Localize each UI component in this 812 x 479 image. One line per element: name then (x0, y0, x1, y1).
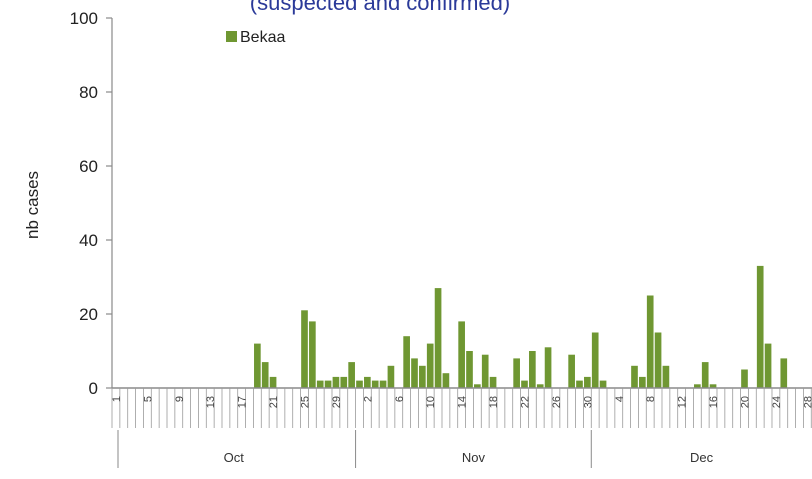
date-tick-label: 26 (551, 396, 563, 408)
bar (332, 376, 340, 388)
date-tick-label: 30 (582, 396, 594, 408)
bar (324, 380, 332, 388)
bar (780, 358, 788, 388)
date-tick-label: 24 (771, 396, 783, 408)
bar (442, 373, 450, 388)
bar (662, 365, 670, 388)
bar (261, 362, 269, 388)
chart-title: (suspected and confirmed) (250, 0, 510, 15)
bar (426, 343, 434, 388)
date-tick-label: 2 (362, 396, 374, 402)
date-tick-label: 21 (268, 396, 280, 408)
bar (576, 380, 583, 388)
date-tick-label: 18 (488, 396, 500, 408)
date-tick-label: 28 (802, 396, 812, 408)
date-tick-label: 4 (614, 396, 626, 402)
bar (474, 384, 481, 388)
legend: Bekaa (226, 29, 285, 46)
bar (371, 380, 379, 388)
bar (764, 343, 772, 388)
bar (419, 365, 426, 388)
bar (709, 384, 717, 388)
bar (591, 332, 599, 388)
month-label: Nov (462, 450, 486, 465)
bar (434, 288, 442, 388)
date-tick-label: 10 (425, 396, 437, 408)
month-axis: Oct Nov Dec (117, 430, 714, 468)
month-label: Dec (690, 450, 714, 465)
y-tick-label: 100 (70, 9, 98, 28)
date-tick-label: 20 (740, 396, 752, 408)
y-tick-label: 40 (79, 231, 98, 250)
bar (458, 321, 465, 388)
date-tick-label: 5 (142, 396, 154, 402)
bar (348, 362, 355, 388)
bar (584, 376, 591, 388)
bar (301, 310, 308, 388)
bar (387, 365, 395, 388)
x-axis (111, 387, 812, 428)
date-tick-label: 29 (331, 396, 343, 408)
date-tick-label: 25 (300, 396, 312, 408)
bar (356, 380, 363, 388)
y-axis: 0 20 40 60 80 100 (70, 9, 113, 398)
month-label: Oct (224, 450, 245, 465)
bar (379, 380, 387, 388)
bar (403, 336, 410, 388)
date-tick-label: 16 (708, 396, 720, 408)
date-tick-label: 12 (677, 396, 689, 408)
bar (631, 365, 638, 388)
y-tick-label: 60 (79, 157, 98, 176)
date-tick-labels: 1 5 9 13 17 21 25 29 2 6 10 14 18 22 26 30 4 8 12 16 20 24 28 (111, 396, 812, 408)
y-tick-label: 0 (89, 379, 98, 398)
bar (316, 380, 324, 388)
bar (741, 369, 748, 388)
bar (646, 295, 654, 388)
date-tick-label: 1 (111, 396, 123, 402)
bar (599, 380, 607, 388)
date-tick-label: 6 (394, 396, 406, 402)
bar (568, 354, 575, 388)
bar (309, 321, 316, 388)
date-tick-label: 13 (205, 396, 217, 408)
date-tick-label: 9 (174, 396, 186, 402)
date-tick-label: 22 (520, 396, 532, 408)
date-tick-label: 14 (457, 396, 469, 408)
bars (254, 265, 788, 388)
bar (639, 376, 646, 388)
bar (254, 343, 261, 388)
y-axis-title: nb cases (23, 171, 42, 239)
bar (411, 358, 418, 388)
bar (466, 351, 473, 388)
bar (521, 380, 528, 388)
bar (756, 265, 764, 388)
bar (654, 332, 662, 388)
bar (364, 376, 371, 388)
bar (513, 358, 520, 388)
bar (340, 376, 348, 388)
y-tick-label: 80 (79, 83, 98, 102)
bar (269, 376, 277, 388)
bar (536, 384, 544, 388)
bar (544, 347, 552, 388)
bar (701, 362, 709, 388)
bar (694, 384, 701, 388)
legend-swatch-bekaa (226, 31, 237, 42)
bar (481, 354, 489, 388)
date-tick-label: 8 (645, 396, 657, 402)
bar (489, 376, 497, 388)
y-tick-label: 20 (79, 305, 98, 324)
bar (529, 351, 536, 388)
date-tick-label: 17 (237, 396, 249, 408)
legend-label-bekaa: Bekaa (240, 29, 285, 46)
